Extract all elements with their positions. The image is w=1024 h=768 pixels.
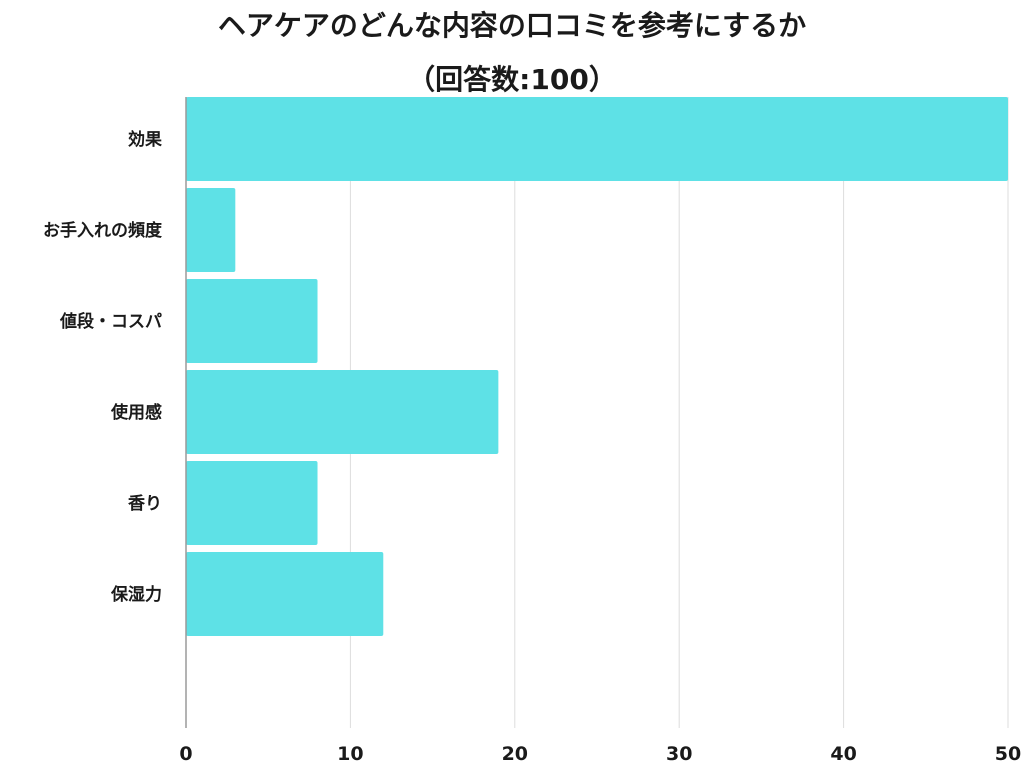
- x-tick-label: 10: [337, 743, 363, 765]
- x-tick-label: 20: [502, 743, 528, 765]
- category-label: 効果: [128, 129, 162, 150]
- chart-title: ヘアケアのどんな内容の口コミを参考にするか: [217, 9, 807, 42]
- category-label: お手入れの頻度: [43, 220, 163, 241]
- tick-labels: 0 10 20 30 40 50: [179, 743, 1021, 765]
- category-label: 保湿力: [110, 584, 162, 605]
- bar: [186, 188, 236, 272]
- category-label: 値段・コスパ: [59, 311, 162, 332]
- bar: [186, 97, 1008, 181]
- chart-subtitle: （回答数:100）: [407, 63, 617, 96]
- category-label: 使用感: [110, 402, 162, 423]
- category-label: 香り: [128, 494, 162, 514]
- x-tick-label: 40: [830, 743, 856, 765]
- x-tick-label: 0: [179, 743, 192, 765]
- x-tick-label: 30: [666, 743, 692, 765]
- x-tick-label: 50: [995, 743, 1021, 765]
- bars: [186, 97, 1008, 636]
- bar: [186, 370, 499, 454]
- bar: [186, 279, 318, 363]
- bar: [186, 552, 384, 636]
- bar: [186, 461, 318, 545]
